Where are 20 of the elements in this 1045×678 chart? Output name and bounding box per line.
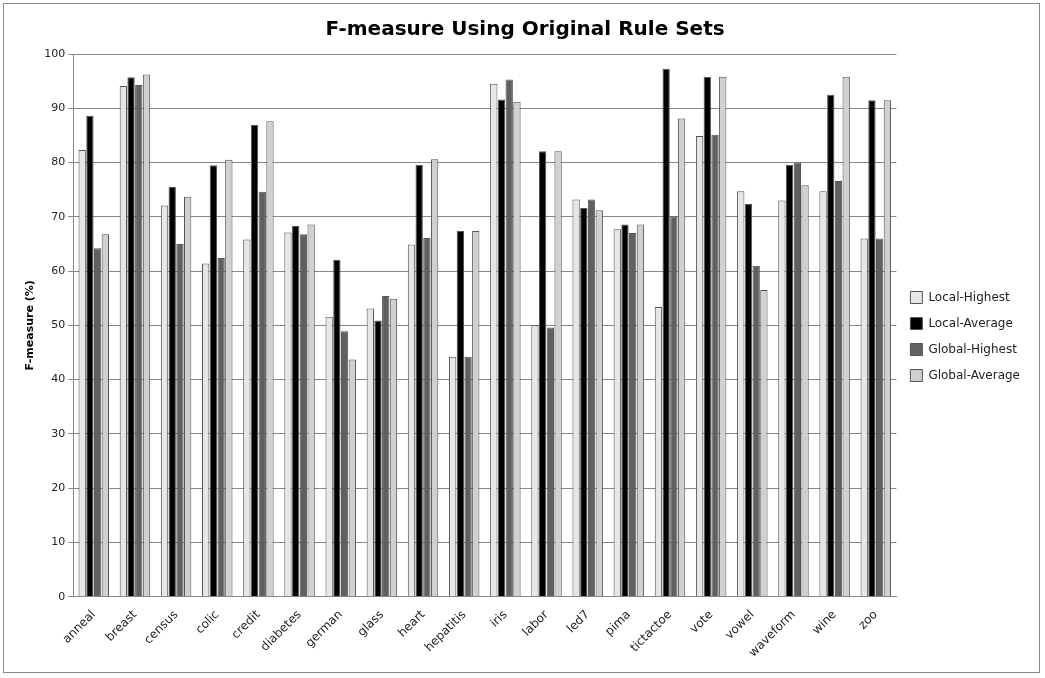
legend-label: Global-Average bbox=[928, 367, 1020, 382]
y-tick-label: 0 bbox=[58, 589, 66, 603]
y-tick-label: 80 bbox=[51, 155, 66, 169]
legend-label: Local-Highest bbox=[928, 289, 1011, 304]
y-tick-label: 30 bbox=[51, 426, 66, 440]
y-tick-label: 100 bbox=[44, 46, 66, 60]
y-tick-label: 70 bbox=[51, 209, 66, 223]
y-tick-label: 20 bbox=[51, 480, 66, 494]
y-axis-title: F-measure (%) bbox=[23, 280, 37, 371]
y-tick-label: 40 bbox=[51, 372, 66, 386]
y-tick-label: 50 bbox=[51, 318, 66, 332]
x-tick-label: iris bbox=[487, 607, 510, 630]
x-tick-label: vote bbox=[686, 607, 716, 636]
y-tick-label: 90 bbox=[51, 101, 66, 115]
chart-title: F-measure Using Original Rule Sets bbox=[325, 16, 725, 41]
y-tick-label: 10 bbox=[51, 535, 66, 549]
x-tick-label: zoo bbox=[855, 607, 881, 632]
y-tick-label: 60 bbox=[51, 263, 66, 277]
legend-label: Local-Average bbox=[928, 315, 1013, 330]
legend-label: Global-Highest bbox=[928, 341, 1018, 356]
